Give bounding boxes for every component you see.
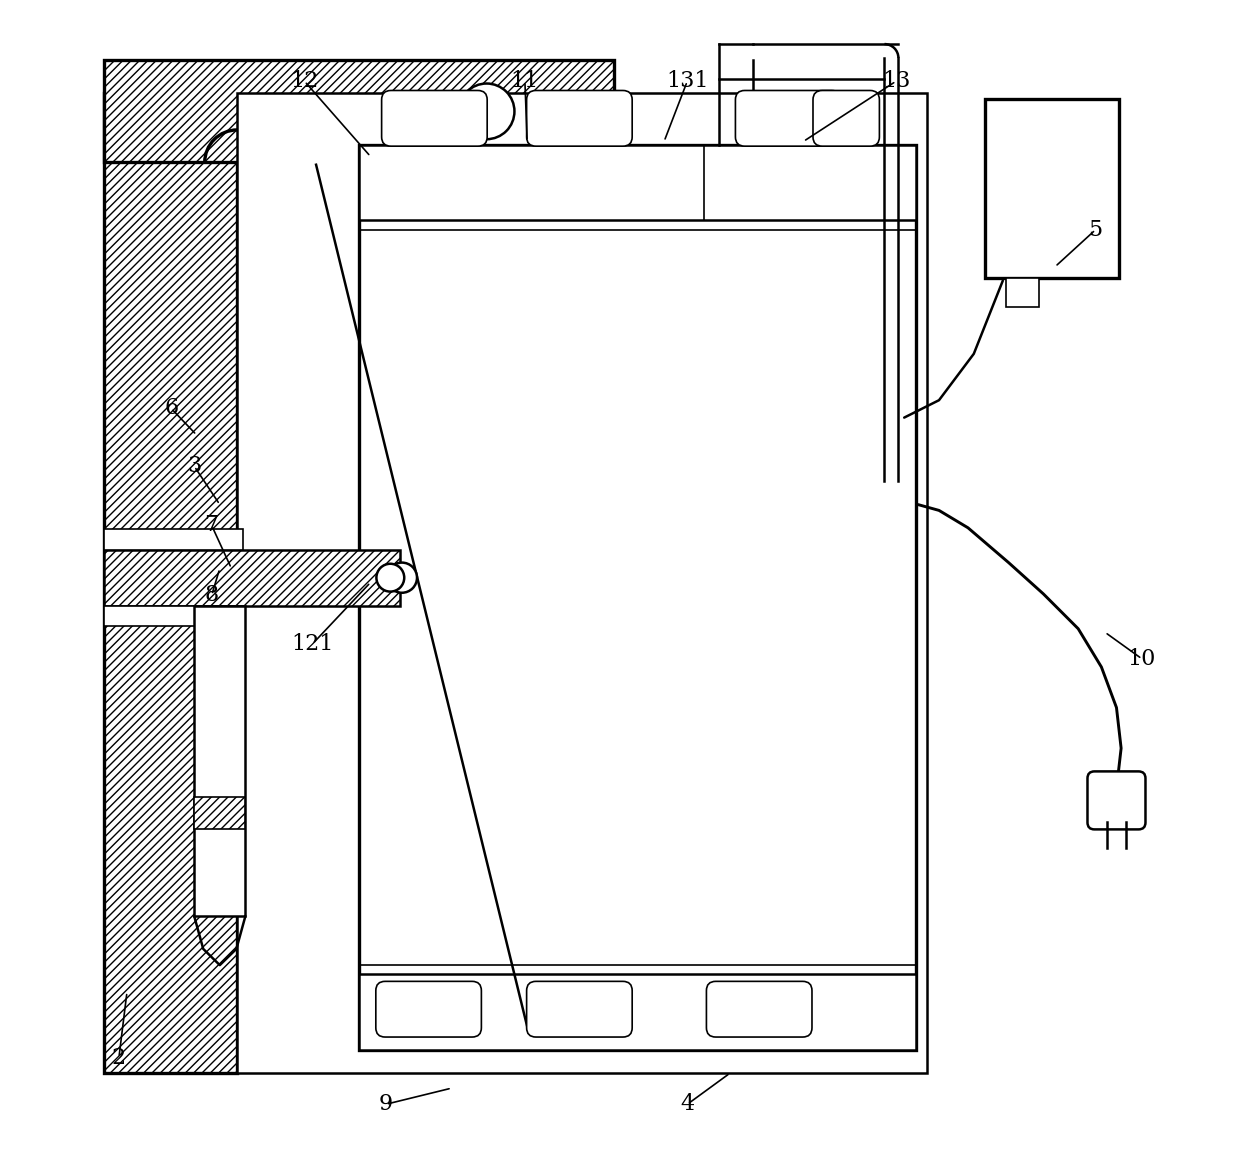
Bar [1007, 278, 1039, 307]
Text: 121: 121 [291, 633, 334, 654]
Bar [104, 93, 237, 1073]
Text: 10: 10 [1128, 648, 1156, 669]
Bar [104, 60, 614, 162]
Text: 9: 9 [378, 1094, 393, 1115]
Text: 8: 8 [205, 585, 218, 606]
FancyBboxPatch shape [735, 90, 841, 146]
Bar [360, 145, 916, 220]
FancyBboxPatch shape [527, 90, 632, 146]
Bar [104, 606, 243, 626]
Circle shape [459, 84, 515, 139]
Bar [104, 60, 614, 162]
Bar [104, 550, 399, 606]
Bar [104, 93, 237, 1073]
FancyBboxPatch shape [382, 90, 487, 146]
Bar [986, 99, 1118, 278]
Circle shape [387, 563, 417, 593]
Text: 7: 7 [205, 515, 218, 536]
Bar [360, 974, 916, 1050]
Circle shape [377, 564, 404, 592]
Bar [104, 550, 399, 606]
Text: 2: 2 [112, 1047, 126, 1068]
Text: 4: 4 [681, 1094, 694, 1115]
Text: 131: 131 [666, 71, 708, 92]
FancyBboxPatch shape [707, 981, 812, 1037]
Bar [195, 797, 246, 829]
Text: 11: 11 [511, 71, 539, 92]
Text: 13: 13 [882, 71, 910, 92]
Text: 5: 5 [1089, 219, 1102, 240]
Text: 3: 3 [187, 456, 201, 477]
Bar [195, 797, 246, 829]
Bar [195, 606, 246, 916]
FancyBboxPatch shape [527, 981, 632, 1037]
Bar [104, 529, 243, 550]
FancyBboxPatch shape [376, 981, 481, 1037]
Bar [237, 93, 928, 1073]
FancyBboxPatch shape [1087, 771, 1146, 829]
FancyBboxPatch shape [813, 90, 879, 146]
Bar [360, 145, 916, 1050]
Text: 12: 12 [290, 71, 319, 92]
Text: 6: 6 [164, 398, 179, 419]
